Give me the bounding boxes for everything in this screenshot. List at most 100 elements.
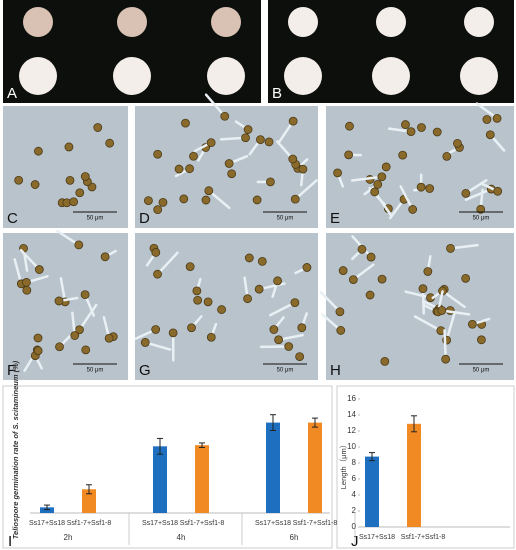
spore xyxy=(241,133,250,143)
germ-tube xyxy=(350,175,384,182)
germ-tube xyxy=(440,309,471,316)
spore xyxy=(492,113,502,123)
group-label: 6h xyxy=(290,533,299,542)
germ-tube xyxy=(441,289,466,309)
spore xyxy=(54,296,64,306)
y-tick-label: 16 xyxy=(347,394,356,403)
spore xyxy=(461,188,471,198)
spore xyxy=(64,142,74,152)
spore xyxy=(441,354,451,364)
spore xyxy=(30,180,40,189)
bar-label: Ss17+Ss18 xyxy=(142,520,178,527)
panel-label: B xyxy=(272,85,282,102)
spore xyxy=(153,205,163,215)
spore xyxy=(273,276,282,286)
group-label: 4h xyxy=(177,533,186,542)
spore xyxy=(257,256,267,266)
spore xyxy=(335,307,345,317)
scale-bar-label: 50 μm xyxy=(277,216,294,222)
spore xyxy=(22,278,31,287)
spore xyxy=(482,115,492,124)
spore xyxy=(185,262,195,271)
spore xyxy=(377,274,387,284)
colony xyxy=(288,7,318,37)
spore xyxy=(224,159,234,168)
spore xyxy=(185,164,194,174)
bar-label: Ssf1-7+Ssf1-8 xyxy=(293,520,338,527)
spore xyxy=(22,285,32,295)
bar xyxy=(40,507,54,513)
spore xyxy=(432,127,442,137)
colony xyxy=(23,7,53,37)
spore xyxy=(370,187,380,197)
spore xyxy=(33,346,43,356)
spore xyxy=(201,195,211,205)
germ-tube xyxy=(78,303,98,331)
germ-tube xyxy=(413,315,443,332)
panel-label: A xyxy=(7,85,17,102)
y-tick-label: 0 xyxy=(352,522,357,531)
colony xyxy=(207,57,245,95)
spore xyxy=(187,323,196,333)
spore xyxy=(373,180,383,189)
spore xyxy=(264,137,274,147)
germ-tube xyxy=(445,313,456,342)
colony xyxy=(464,7,494,37)
colony xyxy=(376,7,406,37)
spore xyxy=(461,273,471,283)
micrograph xyxy=(135,106,318,228)
y-tick-label: 12 xyxy=(347,426,356,435)
bar xyxy=(365,456,379,527)
spore xyxy=(446,244,455,253)
panel-label: H xyxy=(330,362,341,379)
spore xyxy=(344,150,354,160)
spore xyxy=(297,323,307,333)
spore xyxy=(243,294,252,304)
spore xyxy=(377,172,387,182)
panel-label: E xyxy=(330,210,340,227)
spore xyxy=(179,194,189,204)
spore xyxy=(357,244,367,254)
x-tick-label: Ssf1-7+Ssf1-8 xyxy=(401,534,446,541)
germ-tube xyxy=(207,189,231,210)
spore xyxy=(254,284,264,294)
bar xyxy=(407,423,421,527)
spore xyxy=(217,305,226,314)
colony xyxy=(284,57,322,95)
spore xyxy=(14,175,24,185)
spore xyxy=(174,164,184,174)
bar xyxy=(308,422,322,513)
spore xyxy=(227,169,237,179)
bar-label: Ss17+Ss18 xyxy=(29,520,65,527)
spore xyxy=(252,195,262,205)
scale-bar-label: 50 μm xyxy=(87,368,104,374)
y-tick-label: 14 xyxy=(347,410,356,419)
colony xyxy=(117,7,147,37)
bar-label: Ssf1-7+Ssf1-8 xyxy=(67,520,112,527)
spore xyxy=(485,130,495,140)
spore xyxy=(418,284,428,294)
spore xyxy=(442,151,452,161)
colony xyxy=(113,57,151,95)
y-tick-label: 6 xyxy=(352,474,357,483)
spore xyxy=(203,297,213,307)
micrograph xyxy=(3,106,128,228)
bar-label: Ss17+Ss18 xyxy=(255,520,291,527)
spore xyxy=(69,197,79,207)
group-label: 2h xyxy=(64,533,73,542)
spore xyxy=(93,123,103,132)
spore xyxy=(290,298,300,308)
colony xyxy=(460,57,498,95)
y-tick-label: 8 xyxy=(352,458,357,467)
spore xyxy=(366,252,376,262)
spore xyxy=(192,286,202,296)
scale-bar-label: 50 μm xyxy=(473,216,490,222)
spore xyxy=(153,149,163,159)
y-axis-title: Length（μm） xyxy=(339,441,348,490)
spore xyxy=(336,326,346,335)
germ-tube xyxy=(204,93,226,118)
colony xyxy=(19,57,57,95)
colony xyxy=(372,57,410,95)
spore xyxy=(220,111,230,121)
